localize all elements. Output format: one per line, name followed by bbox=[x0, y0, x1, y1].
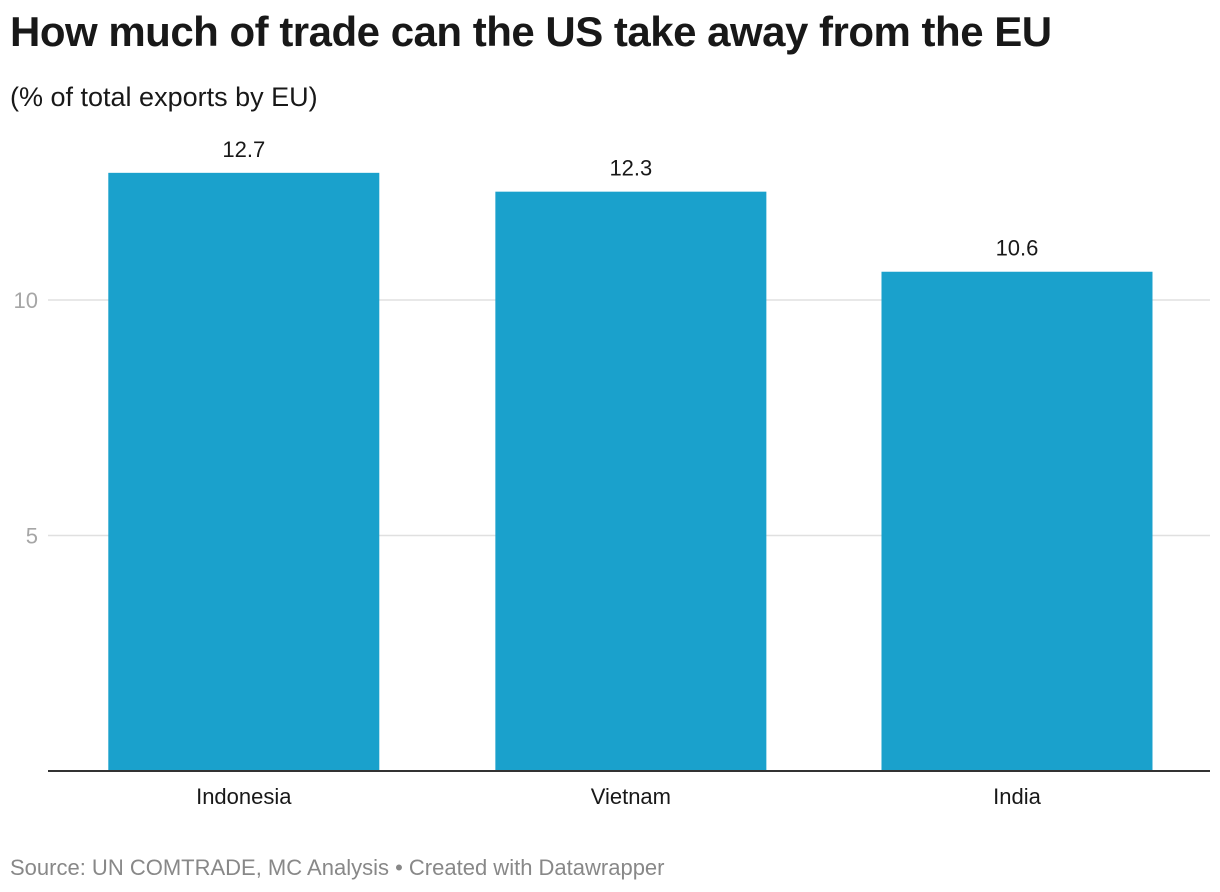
labels: 5 10 12.7 Indonesia 12.3 Vietnam 10.6 India bbox=[14, 137, 1042, 809]
bar bbox=[108, 172, 380, 771]
chart-footer: Source: UN COMTRADE, MC Analysis • Creat… bbox=[10, 855, 665, 881]
footer-separator: • bbox=[395, 855, 403, 880]
x-tick-label: India bbox=[993, 784, 1041, 809]
y-tick-label: 10 bbox=[14, 288, 38, 313]
chart-subtitle: (% of total exports by EU) bbox=[10, 82, 318, 112]
chart-title: How much of trade can the US take away f… bbox=[10, 8, 1052, 55]
value-label: 12.3 bbox=[609, 156, 652, 181]
bar bbox=[881, 271, 1153, 771]
y-tick-label: 5 bbox=[26, 524, 38, 549]
credit-link[interactable]: Created with Datawrapper bbox=[408, 855, 665, 880]
x-tick-label: Vietnam bbox=[591, 784, 671, 809]
value-label: 12.7 bbox=[222, 137, 265, 162]
source-note: Source: UN COMTRADE, MC Analysis bbox=[10, 855, 389, 880]
x-tick-label: Indonesia bbox=[196, 784, 292, 809]
value-label: 10.6 bbox=[996, 236, 1039, 261]
bar bbox=[495, 191, 767, 772]
bars bbox=[108, 172, 1153, 772]
